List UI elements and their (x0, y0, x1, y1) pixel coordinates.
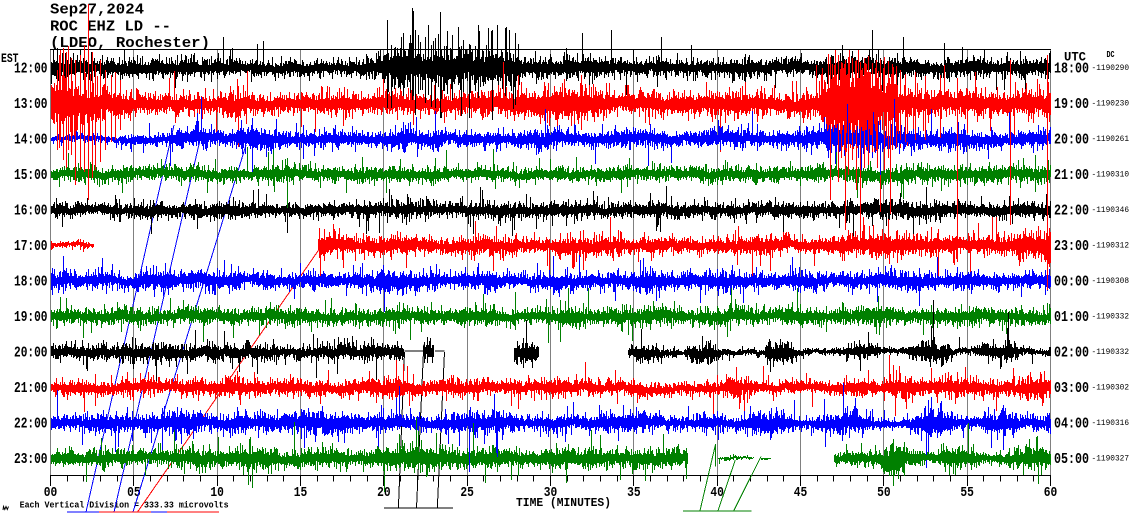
svg-text:UTC: UTC (1064, 50, 1086, 65)
svg-text:20: 20 (377, 485, 391, 501)
svg-text:13:00: 13:00 (14, 96, 48, 113)
svg-text:15:00: 15:00 (14, 167, 48, 184)
svg-text:35: 35 (627, 485, 641, 501)
svg-text:ROC EHZ LD --: ROC EHZ LD -- (50, 20, 171, 36)
svg-text:20:00: 20:00 (14, 345, 48, 362)
svg-text:TIME (MINUTES): TIME (MINUTES) (516, 497, 611, 510)
svg-text:-1190290: -1190290 (1092, 64, 1130, 73)
svg-text:23:00: 23:00 (14, 451, 48, 468)
svg-text:25: 25 (460, 485, 474, 501)
svg-text:-1190312: -1190312 (1092, 242, 1130, 251)
svg-text:-1190332: -1190332 (1092, 348, 1130, 357)
svg-text:10: 10 (210, 485, 224, 501)
svg-text:-1190332: -1190332 (1092, 313, 1130, 322)
svg-text:00: 00 (44, 485, 58, 501)
svg-text:30: 30 (544, 485, 558, 501)
svg-text:40: 40 (710, 485, 724, 501)
svg-text:-1190308: -1190308 (1092, 277, 1130, 286)
svg-text:23:00: 23:00 (1054, 238, 1089, 255)
svg-text:18:00: 18:00 (1054, 61, 1089, 78)
svg-text:19:00: 19:00 (14, 309, 48, 326)
svg-text:22:00: 22:00 (14, 416, 48, 433)
svg-text:17:00: 17:00 (14, 238, 48, 255)
svg-text:60: 60 (1044, 485, 1058, 501)
svg-text:(LDEO, Rochester): (LDEO, Rochester) (50, 36, 210, 52)
svg-text:EST: EST (1, 51, 19, 66)
svg-text:20:00: 20:00 (1054, 132, 1089, 149)
svg-text:01:00: 01:00 (1054, 309, 1089, 326)
svg-text:18:00: 18:00 (14, 274, 48, 291)
svg-text:-1190230: -1190230 (1092, 100, 1130, 109)
svg-text:19:00: 19:00 (1054, 96, 1089, 113)
svg-text:05:00: 05:00 (1054, 451, 1089, 468)
svg-text:-1190316: -1190316 (1092, 419, 1130, 428)
svg-text:55: 55 (960, 485, 974, 501)
svg-text:12:00: 12:00 (14, 61, 48, 78)
svg-text:16:00: 16:00 (14, 203, 48, 220)
svg-text:00:00: 00:00 (1054, 274, 1089, 291)
svg-text:15: 15 (294, 485, 308, 501)
svg-text:-1190261: -1190261 (1092, 135, 1130, 144)
svg-text:21:00: 21:00 (14, 380, 48, 397)
svg-text:DC: DC (1107, 50, 1115, 60)
svg-text:-1190310: -1190310 (1092, 171, 1130, 180)
svg-text:02:00: 02:00 (1054, 345, 1089, 362)
svg-text:-1190302: -1190302 (1092, 384, 1130, 393)
svg-text:-1190346: -1190346 (1092, 206, 1130, 215)
svg-text:Sep27,2024: Sep27,2024 (50, 3, 144, 19)
svg-text:Each Vertical Division = 333.: Each Vertical Division = 333.33 microvol… (20, 500, 229, 511)
svg-text:45: 45 (794, 485, 808, 501)
svg-text:-1190327: -1190327 (1092, 455, 1130, 464)
svg-text:04:00: 04:00 (1054, 416, 1089, 433)
svg-text:22:00: 22:00 (1054, 203, 1089, 220)
svg-text:14:00: 14:00 (14, 132, 48, 149)
svg-text:21:00: 21:00 (1054, 167, 1089, 184)
svg-text:50: 50 (877, 485, 891, 501)
svg-text:03:00: 03:00 (1054, 380, 1089, 397)
